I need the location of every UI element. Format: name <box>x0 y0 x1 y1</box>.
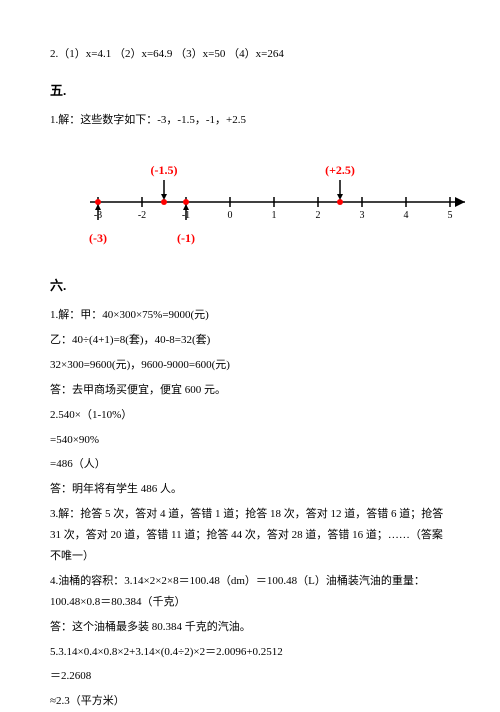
number-line-diagram: -3-2-10123456(-1.5)(+2.5)(-3)(-1) <box>70 142 450 260</box>
p6-2d: 答：明年将有学生 486 人。 <box>50 479 450 500</box>
p6-4b: 答：这个油桶最多装 80.384 千克的汽油。 <box>50 617 450 638</box>
p5-1: 1.解：这些数字如下：-3，-1.5，-1，+2.5 <box>50 110 450 131</box>
svg-text:-2: -2 <box>138 210 146 221</box>
section-6-heading: 六. <box>50 274 450 299</box>
svg-text:1: 1 <box>272 210 277 221</box>
p6-2a: 2.540×（1-10%） <box>50 405 450 426</box>
p6-4a: 4.油桶的容积：3.14×2×2×8＝100.48（dm）＝100.48（L）油… <box>50 571 450 613</box>
svg-text:(+2.5): (+2.5) <box>325 163 355 177</box>
p6-1d: 答：去甲商场买便宜，便宜 600 元。 <box>50 380 450 401</box>
svg-text:(-1.5): (-1.5) <box>151 163 178 177</box>
svg-text:(-3): (-3) <box>89 231 107 245</box>
svg-text:3: 3 <box>360 210 365 221</box>
p6-1a: 1.解：甲：40×300×75%=9000(元) <box>50 305 450 326</box>
p6-5b: ＝2.2608 <box>50 666 450 687</box>
question-2: 2.（1）x=4.1 （2）x=64.9 （3）x=50 （4）x=264 <box>50 44 450 65</box>
p6-5c: ≈2.3（平方米） <box>50 691 450 712</box>
svg-text:5: 5 <box>448 210 453 221</box>
svg-text:0: 0 <box>228 210 233 221</box>
p6-5a: 5.3.14×0.4×0.8×2+3.14×(0.4÷2)×2＝2.0096+0… <box>50 642 450 663</box>
p6-2b: =540×90% <box>50 430 450 451</box>
section-5-heading: 五. <box>50 79 450 104</box>
svg-text:(-1): (-1) <box>177 231 195 245</box>
svg-text:4: 4 <box>404 210 409 221</box>
p6-3: 3.解：抢答 5 次，答对 4 道，答错 1 道；抢答 18 次，答对 12 道… <box>50 504 450 567</box>
svg-text:2: 2 <box>316 210 321 221</box>
p6-1b: 乙：40÷(4+1)=8(套)，40-8=32(套) <box>50 330 450 351</box>
p6-1c: 32×300=9600(元)，9600-9000=600(元) <box>50 355 450 376</box>
p6-2c: =486（人） <box>50 454 450 475</box>
